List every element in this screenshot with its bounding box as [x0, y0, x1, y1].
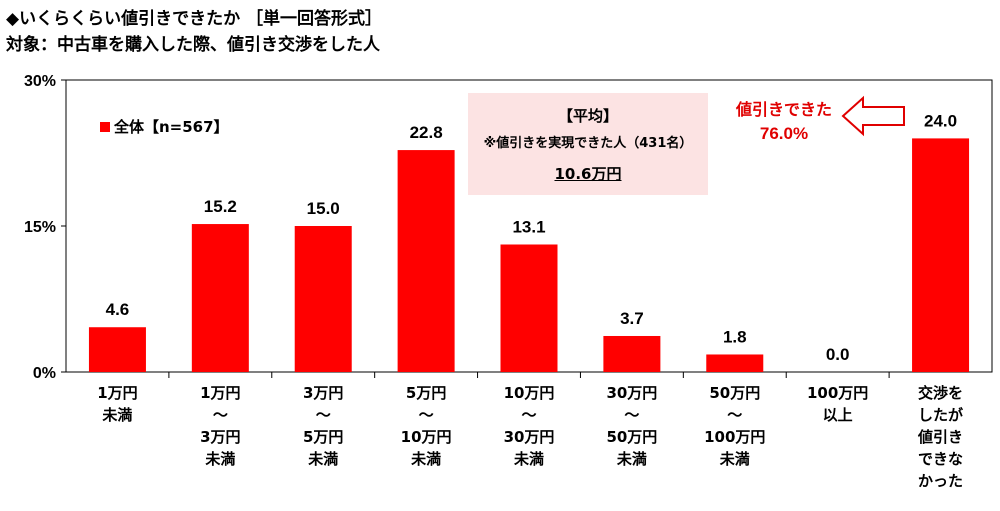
average-box: 【平均】 ※値引きを実現できた人（431名） 10.6万円 [468, 93, 708, 195]
bar [294, 226, 352, 372]
chart-title: ◆いくらくらい値引きできたか ［単一回答形式］ [6, 9, 382, 29]
average-value: 10.6万円 [554, 165, 622, 183]
y-tick-label: 30% [24, 73, 56, 90]
bar [912, 138, 970, 372]
data-label: 15.2 [204, 197, 237, 216]
data-label: 15.0 [307, 199, 340, 218]
data-label: 3.7 [620, 309, 644, 328]
category-label: 5万円～ 10万円未満 [401, 384, 452, 468]
legend-label: 全体【n=567】 [114, 118, 229, 136]
bar [88, 327, 146, 372]
category-label: 10万円～ 30万円未満 [504, 384, 555, 468]
data-label: 24.0 [924, 111, 957, 130]
bar [500, 244, 558, 372]
average-heading: 【平均】 [557, 107, 618, 125]
data-label: 22.8 [410, 123, 443, 142]
average-note: ※値引きを実現できた人（431名） [483, 136, 693, 151]
category-label: 30万円～ 50万円未満 [606, 384, 657, 468]
y-tick-label: 0% [33, 365, 56, 382]
category-label: 50万円～ 100万円未満 [704, 384, 765, 468]
bar [397, 150, 455, 372]
category-label: 交渉をしたが値引きできなかった [917, 384, 964, 490]
legend-swatch [100, 121, 110, 132]
category-label: 1万円未満 [97, 384, 137, 424]
bar [706, 354, 764, 372]
bar [191, 224, 249, 372]
chart-subtitle: 対象：中古車を購入した際、値引き交渉をした人 [6, 35, 380, 55]
category-label: 100万円以上 [807, 384, 868, 424]
data-label: 0.0 [826, 345, 850, 364]
legend: 全体【n=567】 [100, 116, 229, 137]
y-tick-label: 15% [24, 219, 56, 236]
bar [603, 335, 661, 372]
data-label: 1.8 [723, 327, 747, 346]
data-label: 13.1 [512, 217, 545, 236]
category-label: 3万円～ 5万円未満 [303, 384, 343, 468]
data-label: 4.6 [106, 300, 130, 319]
callout: 値引きできた 76.0% [728, 98, 840, 146]
callout-percent: 76.0% [759, 124, 809, 143]
category-label: 1万円～ 3万円未満 [200, 384, 240, 468]
callout-text: 値引きできた [735, 100, 832, 119]
